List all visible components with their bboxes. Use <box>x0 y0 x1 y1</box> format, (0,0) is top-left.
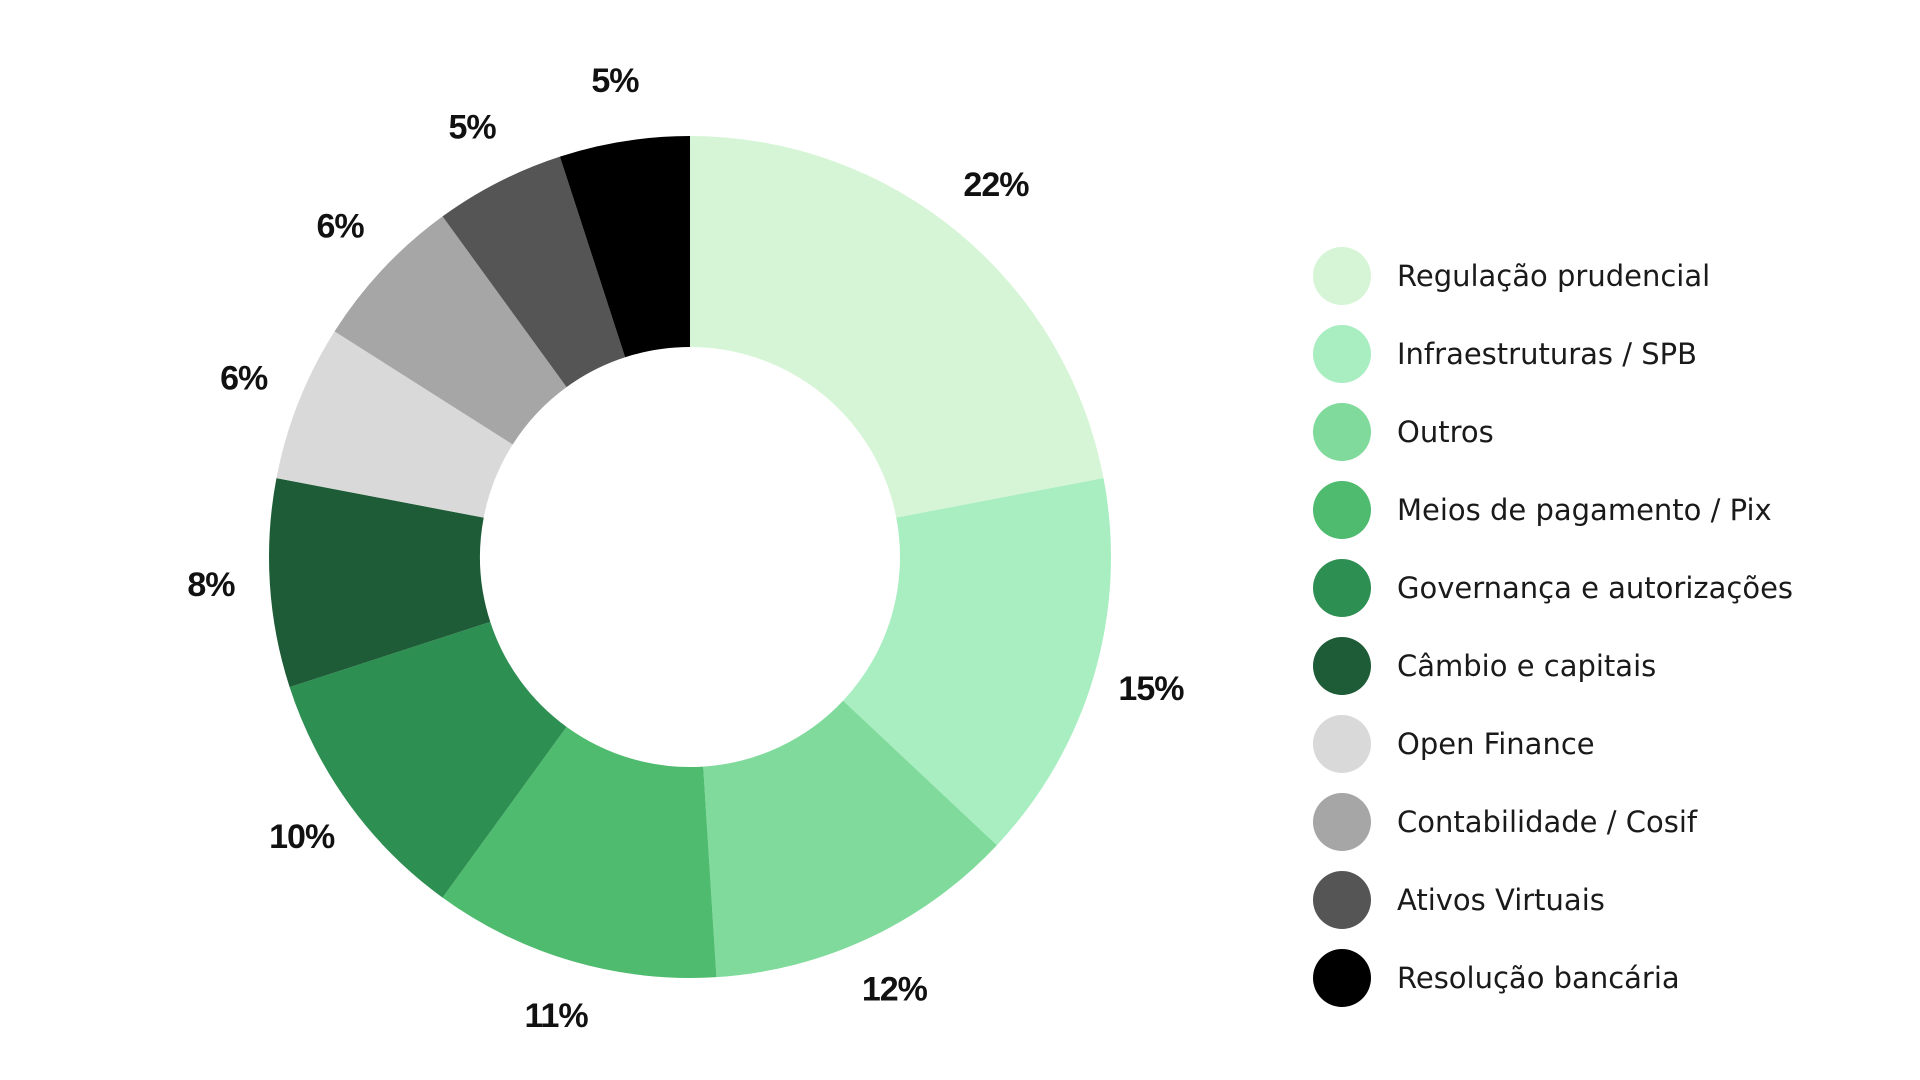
slice-percent-label: 22% <box>963 166 1029 204</box>
legend-label: Ativos Virtuais <box>1397 883 1605 917</box>
legend-item: Câmbio e capitais <box>1313 627 1913 705</box>
legend-item: Meios de pagamento / Pix <box>1313 471 1913 549</box>
slice-percent-label: 11% <box>524 997 588 1035</box>
legend-label: Resolução bancária <box>1397 961 1680 995</box>
legend-swatch <box>1313 949 1371 1007</box>
legend-swatch <box>1313 325 1371 383</box>
slice-percent-label: 6% <box>220 359 268 397</box>
donut-slice <box>276 331 513 518</box>
legend-item: Ativos Virtuais <box>1313 861 1913 939</box>
donut-slices <box>269 136 1111 978</box>
donut-labels: 22% 15% 12% 11% 10% 8% 6% 6% 5% 5% <box>187 62 1185 1035</box>
legend-item: Contabilidade / Cosif <box>1313 783 1913 861</box>
legend-item: Open Finance <box>1313 705 1913 783</box>
legend-item: Infraestruturas / SPB <box>1313 315 1913 393</box>
legend-label: Governança e autorizações <box>1397 571 1794 605</box>
donut-slice <box>703 700 997 978</box>
slice-percent-label: 12% <box>862 970 928 1008</box>
legend-item: Outros <box>1313 393 1913 471</box>
legend-item: Regulação prudencial <box>1313 237 1913 315</box>
legend-label: Contabilidade / Cosif <box>1397 805 1698 839</box>
legend-swatch <box>1313 793 1371 851</box>
slice-percent-label: 10% <box>269 818 335 856</box>
donut-slice <box>269 478 491 688</box>
legend-label: Câmbio e capitais <box>1397 649 1657 683</box>
legend-item: Governança e autorizações <box>1313 549 1913 627</box>
legend-swatch <box>1313 637 1371 695</box>
legend-swatch <box>1313 481 1371 539</box>
legend-swatch <box>1313 247 1371 305</box>
legend-swatch <box>1313 715 1371 773</box>
legend-swatch <box>1313 403 1371 461</box>
legend-label: Open Finance <box>1397 727 1595 761</box>
slice-percent-label: 15% <box>1118 670 1184 708</box>
donut-slice <box>334 216 567 445</box>
donut-slice <box>690 136 1104 518</box>
legend-label: Meios de pagamento / Pix <box>1397 493 1772 527</box>
slice-percent-label: 5% <box>591 62 639 100</box>
donut-slice <box>442 156 626 388</box>
slice-percent-label: 5% <box>449 108 497 146</box>
slice-percent-label: 8% <box>187 566 235 604</box>
donut-slice <box>843 478 1111 846</box>
donut-slice <box>289 621 567 898</box>
chart-legend: Regulação prudencial Infraestruturas / SP… <box>1313 237 1913 1017</box>
donut-slice <box>559 136 690 358</box>
slice-percent-label: 6% <box>317 207 365 245</box>
legend-swatch <box>1313 559 1371 617</box>
legend-swatch <box>1313 871 1371 929</box>
legend-label: Regulação prudencial <box>1397 259 1711 293</box>
legend-item: Resolução bancária <box>1313 939 1913 1017</box>
legend-label: Infraestruturas / SPB <box>1397 337 1698 371</box>
donut-slice <box>442 726 717 978</box>
legend-label: Outros <box>1397 415 1494 449</box>
